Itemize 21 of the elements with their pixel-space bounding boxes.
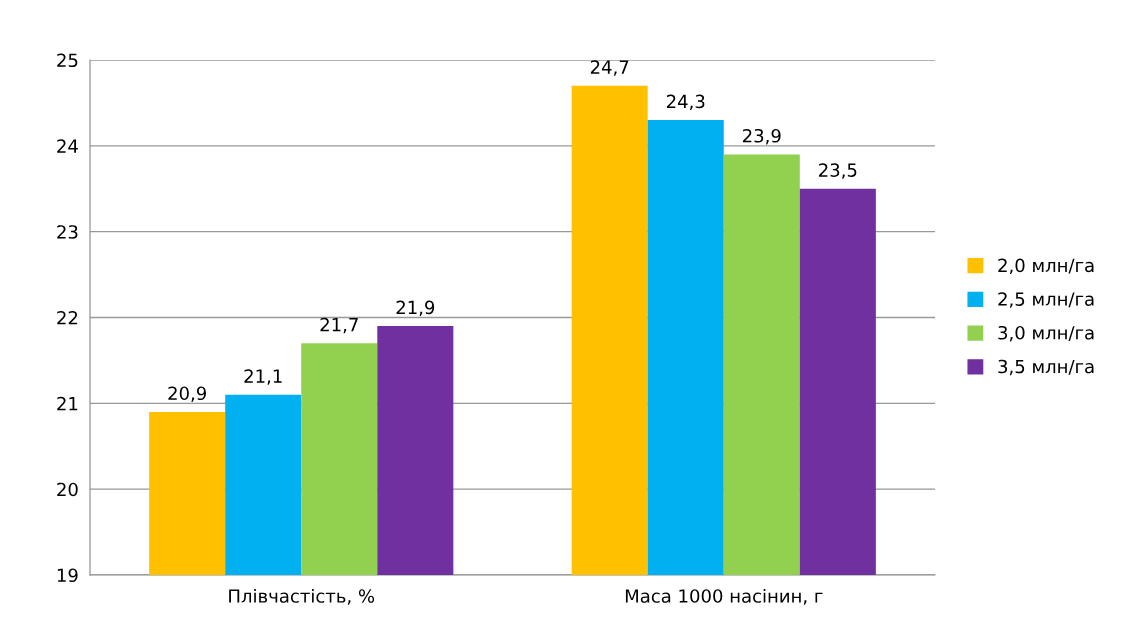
data-label: 20,9 xyxy=(168,386,207,402)
legend-label: 2,5 млн/га xyxy=(998,292,1094,308)
y-tick-label: 24 xyxy=(57,139,78,153)
y-tick-label: 21 xyxy=(57,396,78,411)
data-label: 23,5 xyxy=(819,163,857,179)
legend-label: 2,0 млн/га xyxy=(998,258,1094,274)
y-tick-label: 22 xyxy=(57,310,78,325)
data-label: 23,9 xyxy=(743,128,781,145)
y-tick-label: 19 xyxy=(57,568,78,583)
legend-label: 3,5 млн/га xyxy=(998,359,1094,376)
legend-label: 3,0 млн/га xyxy=(998,325,1094,342)
data-label: 21,9 xyxy=(396,300,435,317)
x-tick-label: Маса 1000 насінин, г xyxy=(625,588,823,605)
y-tick-label: 25 xyxy=(57,53,78,68)
data-label: 24,7 xyxy=(590,60,629,76)
x-tick-label: Плівчастість, % xyxy=(229,588,375,605)
data-label: 24,3 xyxy=(666,94,705,111)
y-tick-label: 23 xyxy=(57,225,78,239)
data-label: 21,1 xyxy=(244,369,282,385)
y-tick-label: 20 xyxy=(57,482,78,497)
data-label: 21,7 xyxy=(320,317,358,334)
